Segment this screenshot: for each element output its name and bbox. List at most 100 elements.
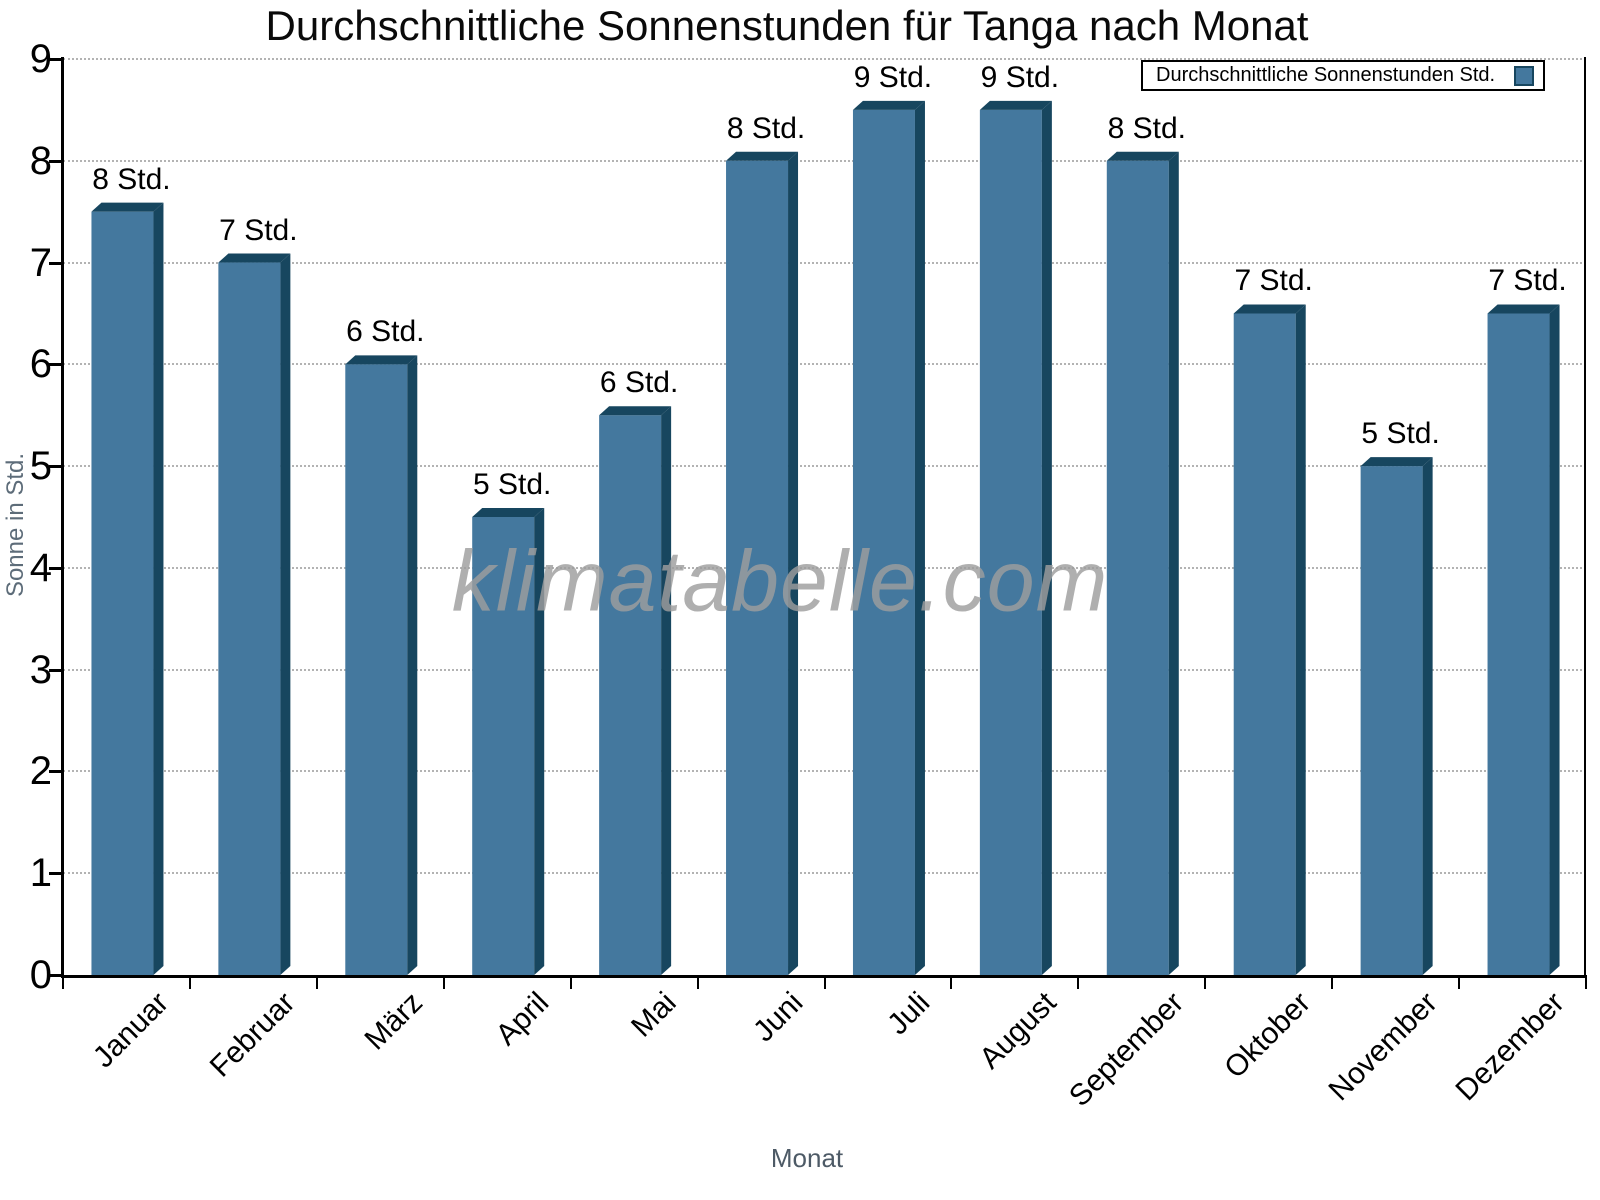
bar-face xyxy=(1487,313,1550,975)
x-tick xyxy=(1204,975,1207,989)
bar-value-label: 5 Std. xyxy=(473,468,552,501)
x-axis-title: Monat xyxy=(770,1143,844,1173)
legend-label: Durchschnittliche Sonnenstunden Std. xyxy=(1156,64,1496,86)
x-tick xyxy=(950,975,953,989)
y-axis-title: Sonne in Std. xyxy=(2,452,29,598)
bar-value-label: 8 Std. xyxy=(1107,111,1186,145)
bar-right-face xyxy=(1041,100,1052,975)
y-tick xyxy=(49,159,62,163)
bar-right-face xyxy=(914,100,925,975)
legend: Durchschnittliche Sonnenstunden Std. xyxy=(1141,60,1545,91)
bar-face xyxy=(599,415,662,975)
gridline xyxy=(63,261,1586,264)
bar-face xyxy=(472,517,535,975)
bar-top-face xyxy=(472,508,545,517)
watermark: klimatabelle.com xyxy=(451,533,1109,630)
y-tick-label: 6 xyxy=(29,342,52,387)
bar-value-label: 6 Std. xyxy=(346,315,425,349)
x-tick xyxy=(823,975,826,989)
bar-value-label: 7 Std. xyxy=(1234,264,1313,298)
bar-top-face xyxy=(218,253,291,263)
y-tick-label: 4 xyxy=(29,545,52,590)
chart-title: Durchschnittliche Sonnenstunden für Tang… xyxy=(265,2,1309,49)
bar-juli xyxy=(852,100,925,975)
bar-face xyxy=(852,109,915,975)
y-tick xyxy=(49,261,62,265)
gridline xyxy=(63,465,1586,468)
bar-face xyxy=(1106,160,1169,975)
bar-mai xyxy=(599,406,672,975)
bar-right-face xyxy=(788,151,799,975)
bar-right-face xyxy=(1549,304,1560,975)
bar-november xyxy=(1360,457,1433,976)
y-tick-label: 3 xyxy=(29,647,52,692)
y-tick xyxy=(49,566,62,570)
y-tick xyxy=(49,770,62,774)
bar-top-face xyxy=(599,406,672,416)
bar-juni xyxy=(726,151,799,975)
y-tick-label: 0 xyxy=(29,953,52,997)
bar-value-label: 8 Std. xyxy=(92,162,171,196)
y-tick xyxy=(49,668,62,672)
gridline xyxy=(63,159,1586,162)
bar-value-label: 7 Std. xyxy=(219,213,298,247)
gridline xyxy=(63,668,1586,671)
bar-right-face xyxy=(407,355,418,975)
bar-april xyxy=(472,508,545,975)
y-axis-line xyxy=(61,57,64,978)
bar-value-label: 9 Std. xyxy=(853,60,933,94)
x-tick xyxy=(1585,975,1587,989)
y-tick-label: 1 xyxy=(29,851,52,896)
x-tick xyxy=(1331,975,1334,989)
x-tick xyxy=(442,975,445,989)
bar-right-face xyxy=(1168,151,1179,975)
y-tick xyxy=(49,872,62,876)
bar-top-face xyxy=(345,355,418,365)
x-tick xyxy=(315,975,318,989)
gridline xyxy=(63,872,1586,875)
x-tick xyxy=(1458,975,1461,989)
bar-top-face xyxy=(852,100,925,110)
bar-face xyxy=(979,109,1042,975)
gridline xyxy=(63,58,1586,60)
bar-dezember xyxy=(1487,304,1560,975)
x-tick xyxy=(62,975,64,989)
bar-face xyxy=(218,262,281,975)
bar-right-face xyxy=(534,508,545,975)
bar-right-face xyxy=(1422,457,1433,976)
bar-top-face xyxy=(1360,457,1433,467)
bar-value-label: 6 Std. xyxy=(599,366,679,400)
bar-value-label: 5 Std. xyxy=(1361,417,1440,451)
gridline xyxy=(63,363,1586,366)
y-tick-label: 7 xyxy=(29,240,52,285)
bar-top-face xyxy=(1233,304,1306,314)
bar-top-face xyxy=(1106,151,1179,161)
bar-september xyxy=(1106,151,1179,975)
bar-top-face xyxy=(979,100,1052,110)
bar-face xyxy=(91,211,154,975)
x-tick xyxy=(1077,975,1080,989)
bar-februar xyxy=(218,253,291,976)
bar-value-label: 9 Std. xyxy=(980,60,1060,94)
bar-right-face xyxy=(280,253,291,976)
bar-value-label: 7 Std. xyxy=(1488,264,1567,298)
y-tick xyxy=(49,58,62,61)
bar-right-face xyxy=(661,406,672,975)
y-tick xyxy=(49,465,62,469)
y-tick xyxy=(49,974,62,977)
bar-face xyxy=(345,364,408,975)
y-tick-label: 2 xyxy=(29,749,52,794)
bar-face xyxy=(726,160,789,975)
bar-top-face xyxy=(726,151,799,161)
bar-right-face xyxy=(1295,304,1306,975)
gridline xyxy=(63,566,1586,569)
x-tick xyxy=(696,975,699,989)
y-tick xyxy=(49,363,62,367)
bar-top-face xyxy=(1487,304,1560,314)
bar-august xyxy=(979,100,1052,975)
y-tick-label: 8 xyxy=(29,138,52,183)
x-tick xyxy=(188,975,191,989)
bar-value-label: 8 Std. xyxy=(726,111,806,145)
bar-märz xyxy=(345,355,418,975)
